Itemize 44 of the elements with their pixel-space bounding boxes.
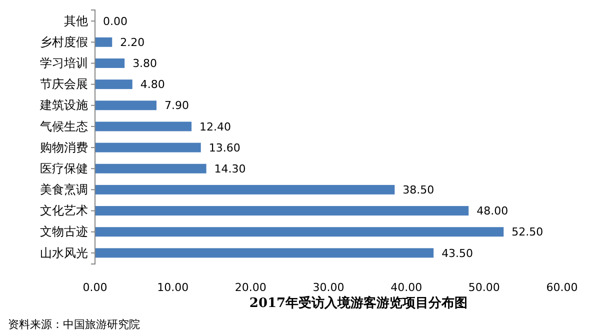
bar	[95, 184, 395, 194]
y-tick-label: 节庆会展	[40, 77, 88, 92]
bar	[95, 164, 206, 174]
data-label: 7.90	[164, 99, 189, 112]
bar	[95, 248, 434, 258]
y-tick-label: 文物古迹	[40, 224, 88, 239]
data-label: 13.60	[208, 141, 240, 154]
x-tick-label: 50.00	[468, 280, 500, 294]
y-tick-label: 学习培训	[40, 56, 88, 70]
data-label: 2.20	[120, 36, 145, 49]
data-label: 38.50	[402, 184, 434, 197]
y-tick-label: 气候生态	[40, 119, 88, 134]
bar	[95, 206, 469, 216]
data-label: 14.30	[214, 162, 246, 176]
y-tick-label: 建筑设施	[39, 98, 88, 112]
y-tick-label: 医疗保健	[40, 161, 88, 176]
data-label: 52.50	[512, 226, 544, 239]
x-tick-label: 30.00	[312, 280, 344, 294]
data-label: 12.40	[200, 120, 232, 134]
y-tick-label: 美食烹调	[40, 182, 88, 197]
x-tick-label: 0.00	[82, 280, 108, 294]
data-label: 3.80	[132, 57, 158, 70]
text: 2017年受访入境游客游览项目分布图	[249, 295, 468, 311]
bar	[95, 122, 192, 132]
data-label: 43.50	[442, 246, 474, 260]
bar	[95, 80, 132, 90]
text: 资料来源：中国旅游研究院	[8, 318, 140, 331]
bar	[95, 58, 125, 68]
y-tick-label: 购物消费	[40, 140, 88, 154]
bar	[95, 227, 504, 237]
y-tick-label: 文化艺术	[40, 204, 88, 218]
data-label: 0.00	[103, 14, 128, 28]
data-label: 48.00	[476, 204, 508, 218]
y-tick-label: 其他	[64, 14, 88, 28]
bar	[95, 100, 156, 110]
data-label: 4.80	[140, 78, 165, 92]
x-tick-label: 20.00	[234, 280, 266, 294]
y-tick-label: 山水风光	[40, 246, 88, 260]
bar	[95, 37, 112, 47]
bar	[95, 142, 201, 152]
x-tick-label: 10.00	[157, 280, 189, 294]
y-tick-label: 乡村度假	[40, 34, 88, 49]
x-tick-label: 60.00	[546, 280, 578, 294]
x-tick-label: 40.00	[390, 280, 422, 294]
